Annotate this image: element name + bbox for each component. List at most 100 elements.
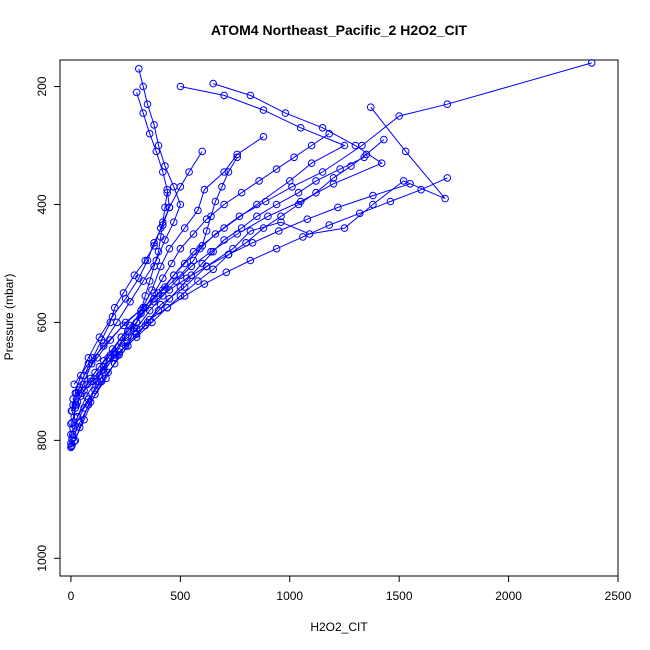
data-point xyxy=(176,283,185,291)
data-point xyxy=(401,147,410,156)
data-point xyxy=(180,224,189,232)
data-point xyxy=(366,103,375,111)
x-axis-label: H2O2_CIT xyxy=(310,620,368,634)
data-point xyxy=(318,124,327,132)
data-point xyxy=(141,303,150,312)
data-point xyxy=(170,218,178,226)
data-point xyxy=(237,224,246,232)
data-point xyxy=(202,227,211,235)
data-point xyxy=(156,233,165,241)
y-tick-label: 800 xyxy=(35,430,49,450)
data-point xyxy=(185,168,193,176)
series-line xyxy=(90,139,385,382)
data-point xyxy=(89,354,97,362)
data-point xyxy=(246,91,255,100)
data-point xyxy=(106,336,115,344)
data-point xyxy=(299,233,307,241)
data-point xyxy=(233,153,241,162)
data-point xyxy=(176,200,185,209)
plot-area xyxy=(67,59,596,452)
data-point xyxy=(211,230,220,238)
data-point xyxy=(84,395,93,403)
data-point xyxy=(117,333,126,342)
data-point xyxy=(224,168,233,176)
data-point xyxy=(312,177,320,185)
data-point xyxy=(340,141,349,150)
data-point xyxy=(277,218,285,226)
data-point xyxy=(150,121,158,129)
data-point xyxy=(137,309,145,318)
data-point xyxy=(159,218,167,226)
data-point xyxy=(80,404,88,412)
data-point xyxy=(67,439,75,448)
x-tick-label: 500 xyxy=(170,589,190,603)
series-line xyxy=(73,157,238,385)
data-point xyxy=(154,247,163,256)
y-axis-label: Pressure (mbar) xyxy=(2,274,16,361)
data-point xyxy=(294,188,303,197)
data-point xyxy=(211,197,220,206)
data-point xyxy=(176,244,185,253)
data-point xyxy=(180,283,189,291)
data-point xyxy=(84,354,93,362)
data-point xyxy=(100,362,108,371)
data-point xyxy=(150,242,158,250)
data-point xyxy=(132,88,141,97)
data-point xyxy=(246,256,255,265)
data-point xyxy=(272,165,281,173)
data-point xyxy=(224,250,233,259)
data-point xyxy=(86,374,95,383)
data-point xyxy=(110,303,119,312)
x-axis: 0 500 1000 1500 2000 2500 xyxy=(68,575,632,603)
data-point xyxy=(198,147,206,156)
data-point xyxy=(150,289,158,297)
data-point xyxy=(130,327,139,336)
data-point xyxy=(369,191,377,200)
data-point xyxy=(406,180,414,188)
series-line xyxy=(70,92,170,412)
data-point xyxy=(163,303,171,312)
data-point xyxy=(272,200,281,209)
data-point xyxy=(237,188,246,197)
data-point xyxy=(207,212,215,221)
data-point xyxy=(124,342,132,350)
data-point xyxy=(325,129,334,138)
data-point xyxy=(329,174,338,182)
data-point xyxy=(126,321,134,330)
data-point xyxy=(209,265,217,274)
data-point xyxy=(246,227,255,235)
data-point xyxy=(161,203,169,212)
data-point xyxy=(296,124,305,132)
data-point xyxy=(235,212,244,221)
data-point xyxy=(255,177,263,185)
x-tick-label: 1500 xyxy=(386,589,413,603)
data-point xyxy=(386,197,395,206)
data-point xyxy=(139,109,147,117)
x-tick-label: 2500 xyxy=(605,589,632,603)
data-point xyxy=(288,183,296,191)
data-point xyxy=(340,224,349,232)
data-point xyxy=(141,292,150,300)
data-point xyxy=(159,168,167,176)
y-tick-label: 1000 xyxy=(35,545,49,572)
data-point xyxy=(97,377,106,386)
data-point xyxy=(358,141,366,150)
data-point xyxy=(180,259,189,268)
data-point xyxy=(68,435,76,444)
data-point xyxy=(307,159,316,167)
data-point xyxy=(209,247,217,256)
data-point xyxy=(417,185,425,194)
data-point xyxy=(441,194,449,203)
data-point xyxy=(261,197,270,206)
data-point xyxy=(329,180,338,188)
data-point xyxy=(71,404,80,412)
data-point xyxy=(377,159,386,167)
data-point xyxy=(305,230,314,238)
data-point xyxy=(294,200,303,209)
data-point xyxy=(356,209,364,218)
series-line xyxy=(72,83,383,438)
data-point xyxy=(165,286,174,294)
data-point xyxy=(272,244,281,253)
data-point xyxy=(91,368,99,377)
data-point xyxy=(218,183,226,191)
